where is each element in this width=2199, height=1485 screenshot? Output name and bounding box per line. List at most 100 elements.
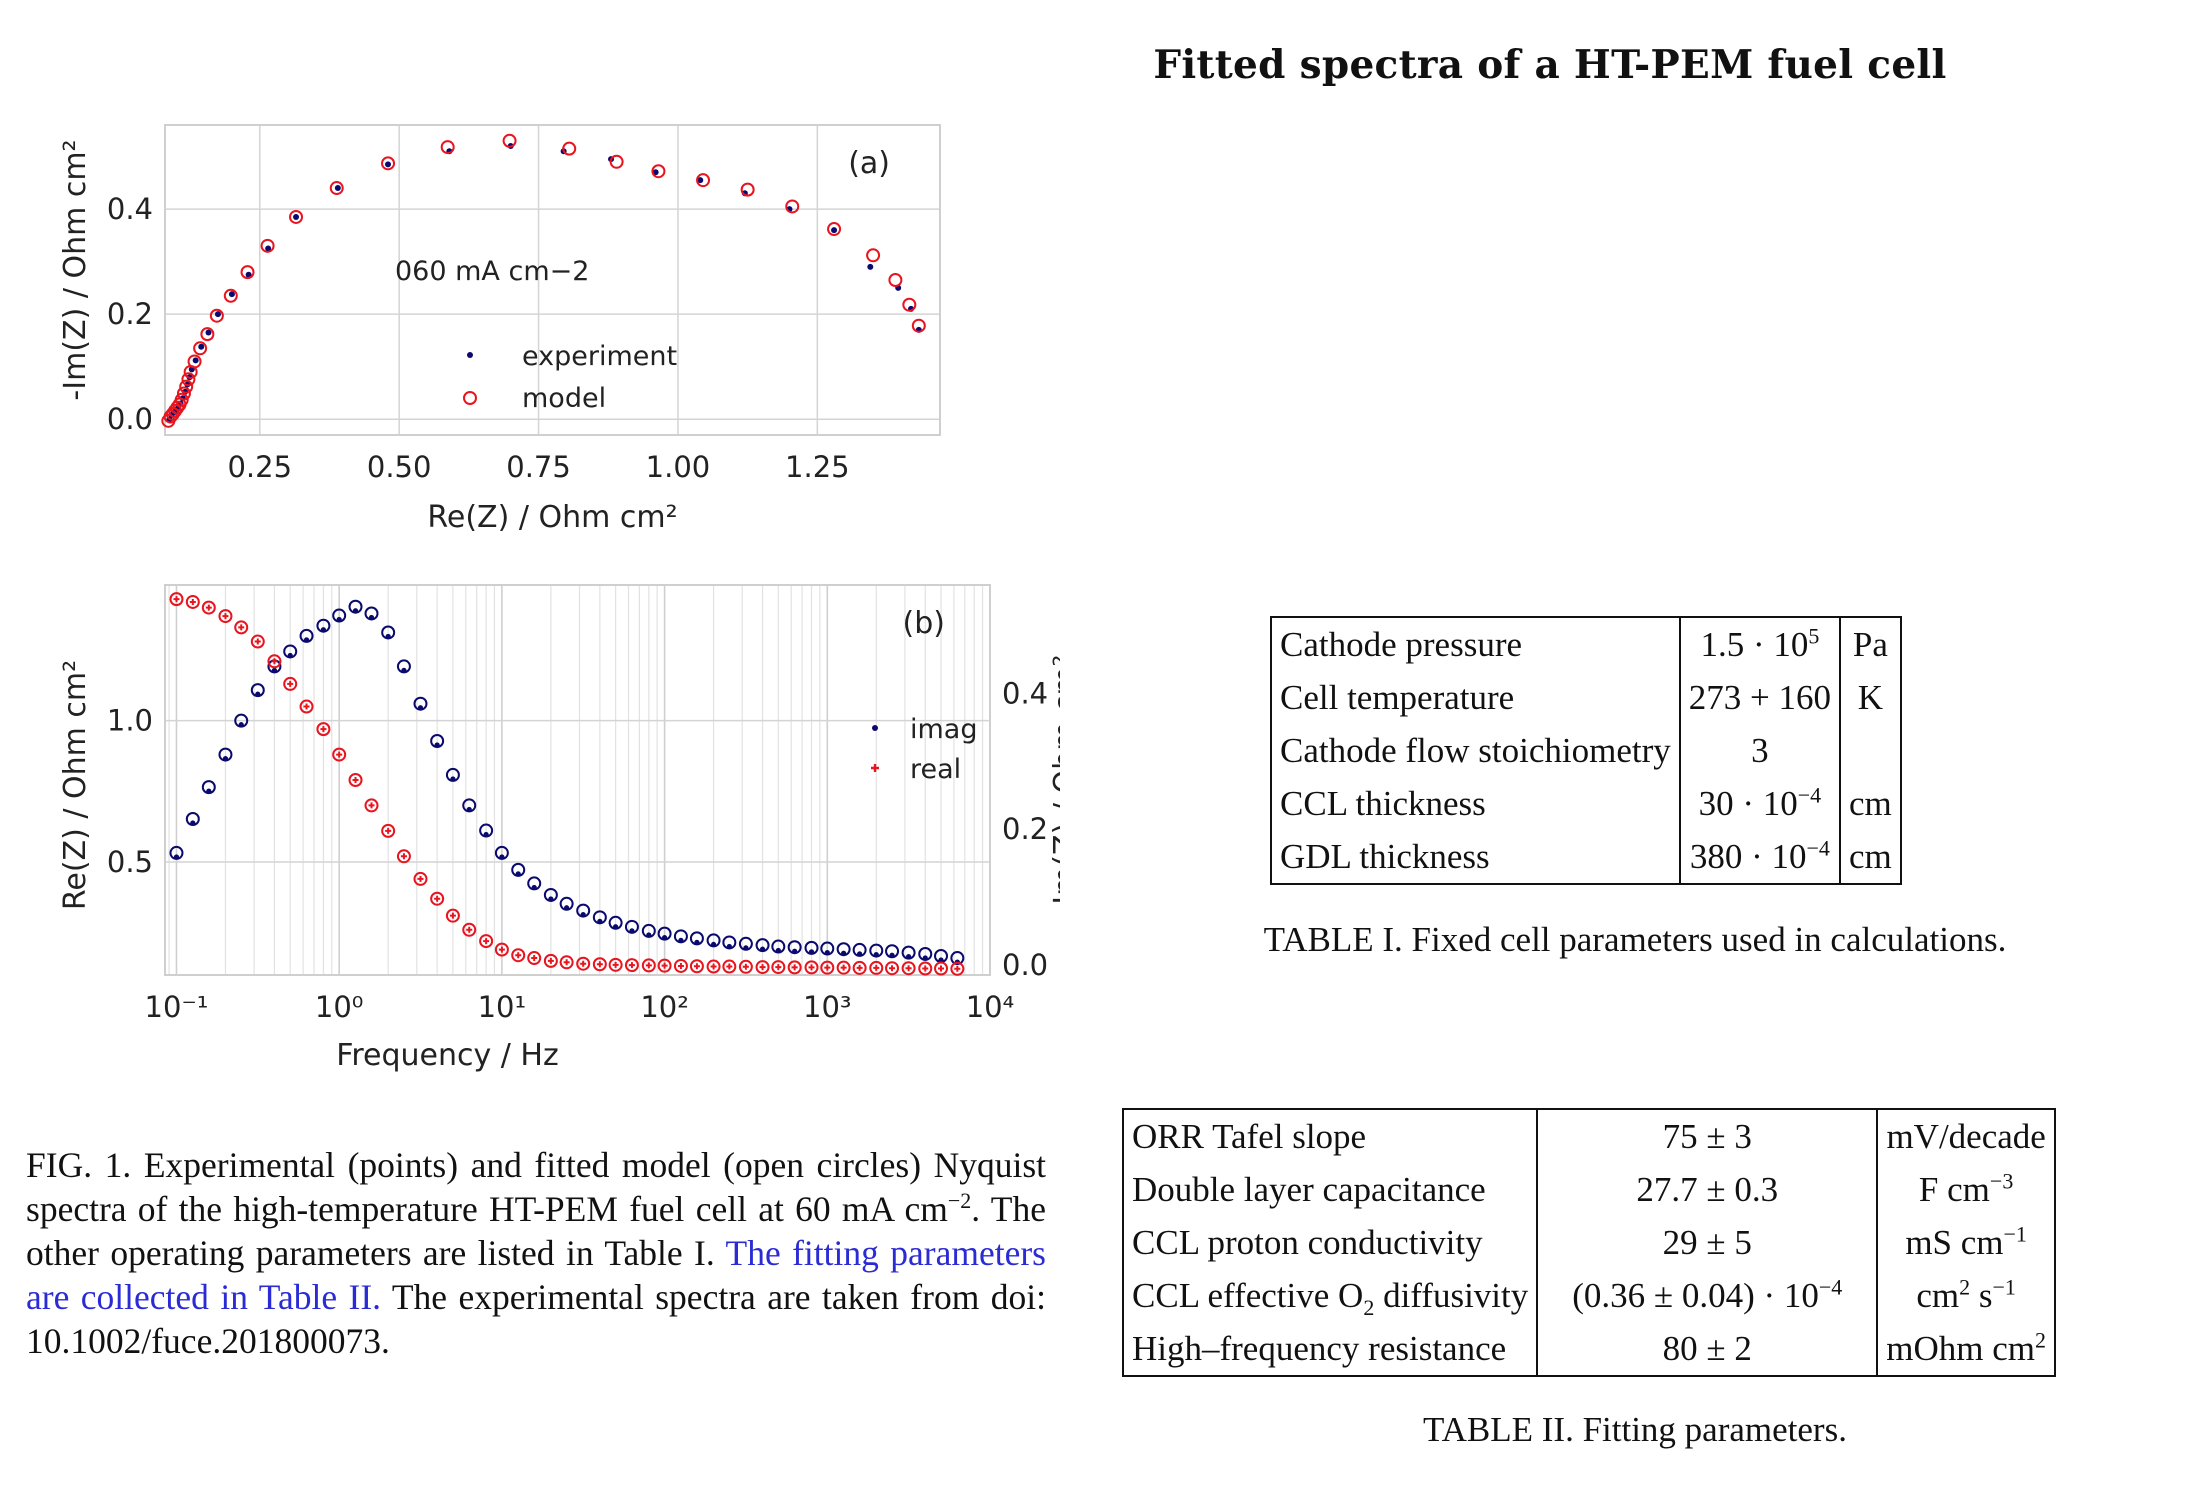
- cell-value: 75 ± 3: [1536, 1109, 1879, 1163]
- data-point-real-model: [657, 958, 672, 973]
- x-tick-label: 10²: [640, 990, 689, 1024]
- data-point-real-model: [689, 959, 704, 974]
- caption-text-2: . The other operating parameters are lis…: [26, 1189, 1046, 1273]
- data-point-experiment: [205, 329, 212, 336]
- data-point-imag-experiment: [499, 854, 505, 860]
- data-point-imag-experiment: [694, 939, 700, 945]
- cell-unit: cm: [1839, 777, 1902, 830]
- data-point-real-model: [316, 722, 331, 737]
- legend-label-model: model: [522, 383, 606, 414]
- data-point-imag-experiment: [792, 948, 798, 954]
- cell-value: 380 · 10−4: [1678, 830, 1842, 884]
- table-row: GDL thickness 380 · 10−4 cm: [1270, 830, 1902, 884]
- param-unit-2-exponent: −1: [1992, 1274, 2016, 1300]
- param-unit: cm: [1849, 784, 1892, 823]
- data-point-imag-experiment: [905, 954, 912, 960]
- data-point-imag-experiment: [873, 951, 879, 958]
- data-point-experiment: [867, 263, 874, 270]
- table-fixed-parameters: Cathode pressure 1.5 · 105 Pa Cell temperat…: [1270, 616, 1902, 885]
- param-unit-2: s: [1970, 1276, 1993, 1315]
- param-value: 27.7 ± 0.3: [1636, 1170, 1779, 1209]
- x-tick-label: 1.00: [646, 450, 711, 484]
- data-point-imag-experiment: [564, 905, 570, 911]
- data-point-real-model: [706, 959, 721, 974]
- data-point-real-model: [413, 871, 428, 886]
- data-point-real-model: [543, 953, 558, 968]
- table-row: Cathode flow stoichiometry 3: [1270, 724, 1902, 777]
- table-fitting-parameters: ORR Tafel slope 75 ± 3 mV/decade Double lay…: [1121, 1108, 2056, 1377]
- plot-frame: [164, 124, 941, 436]
- cell-value: (0.36 ± 0.04) · 10−4: [1536, 1269, 1879, 1322]
- data-point-model: [187, 354, 202, 369]
- data-point-real-experiment: [856, 964, 863, 971]
- legend-marker-experiment: [467, 352, 473, 358]
- data-point-model: [329, 181, 344, 196]
- data-point-imag-experiment: [352, 608, 359, 614]
- param-unit: cm: [1916, 1276, 1960, 1315]
- table-row: CCL proton conductivity 29 ± 5 mS cm−1: [1121, 1216, 2056, 1269]
- data-point-real-model: [641, 958, 656, 973]
- param-unit: K: [1857, 678, 1884, 717]
- data-point-model: [440, 140, 455, 155]
- y-tick-label: 0.4: [107, 192, 153, 226]
- data-point-imag-experiment: [857, 951, 863, 957]
- data-point-real-model: [299, 699, 314, 714]
- cell-name: Double layer capacitance: [1121, 1163, 1539, 1216]
- data-point-experiment: [192, 357, 199, 364]
- cell-unit: [1839, 724, 1902, 777]
- data-point-model: [176, 386, 191, 401]
- cell-unit: mV/decade: [1876, 1109, 2056, 1163]
- data-point-real-model: [592, 957, 607, 972]
- data-point-real-model: [673, 958, 688, 973]
- param-value: 75 ± 3: [1662, 1117, 1752, 1156]
- table-row: Double layer capacitance 27.7 ± 0.3 F cm−3: [1121, 1163, 2056, 1216]
- data-point-imag-experiment: [646, 932, 652, 938]
- data-point-model: [609, 154, 624, 169]
- data-point-real-model: [836, 960, 851, 975]
- data-point-real-model: [624, 958, 639, 973]
- data-point-model: [562, 141, 577, 156]
- data-point-real-model: [494, 942, 509, 957]
- param-unit-exponent: 2: [2035, 1327, 2046, 1353]
- param-value: 80 ± 2: [1662, 1329, 1752, 1368]
- data-point-imag-experiment: [190, 820, 196, 826]
- data-point-real-experiment: [271, 658, 278, 665]
- caption-link-text[interactable]: The fitting parameters are collected in …: [26, 1233, 1046, 1317]
- data-point-experiment: [652, 169, 659, 176]
- data-point-real-experiment: [498, 946, 505, 953]
- data-point-imag-experiment: [368, 614, 375, 621]
- param-name-subscript: 2: [1363, 1295, 1375, 1320]
- cell-value: 273 + 160: [1678, 671, 1842, 724]
- param-value-exponent: −4: [1797, 782, 1822, 808]
- data-point-real-model: [396, 849, 411, 864]
- data-point-real-experiment: [173, 596, 180, 603]
- data-point-real-experiment: [466, 926, 473, 933]
- param-unit-exponent: −3: [1989, 1168, 2014, 1194]
- data-point-imag-experiment: [580, 911, 586, 918]
- cell-unit: cm: [1839, 830, 1902, 884]
- data-point-model: [174, 392, 189, 407]
- data-point-real-model: [885, 961, 900, 976]
- data-point-real-experiment: [677, 962, 684, 969]
- data-point-real-model: [462, 922, 477, 937]
- cell-unit: Pa: [1839, 617, 1902, 671]
- data-point-real-experiment: [189, 598, 196, 605]
- data-point-real-experiment: [791, 964, 798, 971]
- data-point-imag-experiment: [336, 616, 342, 623]
- data-point-model: [502, 133, 517, 148]
- y-tick-label: 0.2: [107, 297, 153, 331]
- data-point-real-experiment: [515, 952, 522, 959]
- data-point-real-experiment: [645, 962, 652, 969]
- data-point-imag-experiment: [434, 742, 440, 748]
- data-point-real-model: [527, 951, 542, 966]
- cell-name: CCL proton conductivity: [1121, 1216, 1539, 1269]
- data-point-real-model: [169, 592, 184, 607]
- data-point-imag-experiment: [775, 947, 781, 954]
- cell-name: Cathode pressure: [1270, 617, 1681, 671]
- data-point-imag-experiment: [173, 854, 180, 860]
- data-point-imag-experiment: [303, 637, 310, 643]
- table-row: ORR Tafel slope 75 ± 3 mV/decade: [1121, 1109, 2056, 1163]
- data-point-real-model: [869, 960, 884, 975]
- cell-name: ORR Tafel slope: [1121, 1109, 1539, 1163]
- data-point-real-model: [901, 961, 916, 976]
